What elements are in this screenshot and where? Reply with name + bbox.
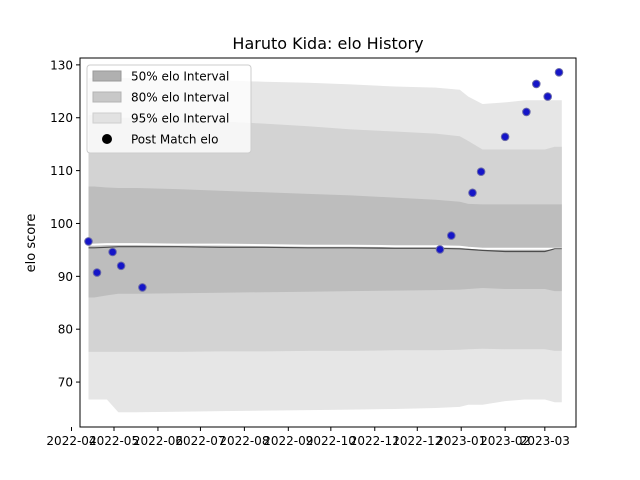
x-tick-label: 2022-11 — [350, 434, 400, 448]
x-tick-label: 2022-06 — [133, 434, 183, 448]
post-match-point — [84, 237, 93, 246]
chart-title: Haruto Kida: elo History — [232, 34, 423, 53]
band-50-interval — [88, 186, 562, 298]
y-tick-label: 120 — [50, 111, 73, 125]
post-match-point — [476, 167, 486, 176]
y-tick-label: 70 — [58, 376, 73, 390]
x-tick-label: 2023-02 — [480, 434, 530, 448]
x-tick-label: 2022-04 — [46, 434, 96, 448]
y-tick-label: 110 — [50, 164, 73, 178]
y-tick-label: 100 — [50, 217, 73, 231]
post-match-point — [532, 79, 541, 89]
legend-label: 95% elo Interval — [131, 112, 229, 126]
post-match-point — [468, 188, 477, 198]
x-tick-label: 2022-12 — [392, 434, 442, 448]
post-match-point — [447, 231, 456, 240]
x-tick-label: 2022-05 — [89, 434, 139, 448]
post-match-point — [435, 245, 445, 254]
mean-elo-line — [88, 243, 562, 250]
plot-frame — [79, 57, 577, 428]
x-tick-label: 2023-03 — [520, 434, 570, 448]
post-match-point — [138, 283, 147, 292]
post-match-point — [92, 268, 102, 277]
legend-box — [86, 64, 252, 154]
legend-label: 50% elo Interval — [131, 70, 229, 84]
y-tick-label: 130 — [50, 58, 73, 72]
post-match-points — [84, 68, 564, 292]
post-match-point — [108, 247, 117, 257]
median-elo-line — [88, 246, 562, 253]
legend-swatch — [92, 112, 122, 124]
post-match-point — [116, 261, 126, 271]
post-match-point — [543, 92, 553, 101]
y-tick-label: 80 — [58, 323, 73, 337]
axes: 7080901001101201302022-042022-052022-062… — [46, 57, 577, 448]
x-tick-label: 2022-09 — [263, 434, 313, 448]
legend-label: 80% elo Interval — [131, 91, 229, 105]
post-match-point — [554, 68, 564, 77]
legend-marker — [102, 134, 112, 144]
x-tick-label: 2022-08 — [219, 434, 269, 448]
y-axis-label: elo score — [24, 214, 39, 273]
x-tick-label: 2022-07 — [175, 434, 225, 448]
legend-label: Post Match elo — [131, 133, 218, 147]
legend: 50% elo Interval 80% elo Interval 95% elo … — [86, 64, 252, 154]
y-tick-label: 90 — [58, 270, 73, 284]
post-match-point — [522, 107, 531, 117]
trend-lines — [88, 243, 562, 253]
post-match-point — [500, 132, 510, 142]
legend-swatch — [92, 70, 122, 82]
x-tick-label: 2023-01 — [436, 434, 486, 448]
legend-swatch — [92, 91, 122, 103]
x-tick-label: 2022-10 — [306, 434, 356, 448]
